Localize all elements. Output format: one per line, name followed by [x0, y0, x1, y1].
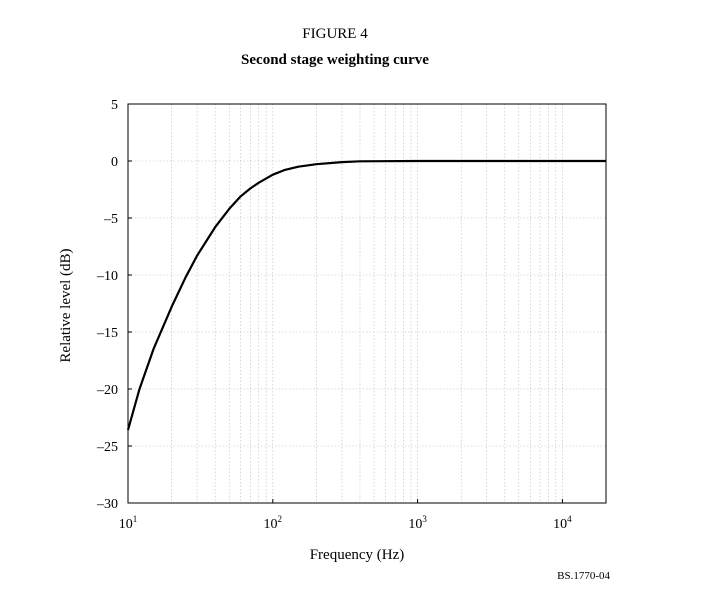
grid	[127, 103, 607, 504]
figure-label: FIGURE 4	[302, 26, 368, 42]
figure-id: BS.1770-04	[557, 570, 610, 582]
x-axis-ticks: 101 102 103 104	[119, 499, 572, 532]
x-tick-label: 104	[553, 514, 572, 532]
y-tick-label: –20	[96, 383, 118, 398]
y-axis-ticks: 5 0 –5 –10 –15 –20 –25 –30	[96, 98, 132, 512]
y-tick-label: –10	[96, 269, 118, 284]
y-tick-label: 0	[111, 155, 118, 170]
y-tick-label: 5	[111, 98, 118, 113]
y-tick-label: –30	[96, 497, 118, 512]
series-layer	[126, 159, 606, 431]
chart-title: Second stage weighting curve	[241, 52, 429, 68]
x-tick-label: 101	[119, 514, 138, 532]
series-line	[126, 159, 606, 431]
y-axis-label: Relative level (dB)	[58, 248, 74, 362]
plot-frame	[127, 103, 607, 504]
y-tick-label: –25	[96, 440, 118, 455]
y-tick-label: –5	[103, 212, 118, 227]
y-tick-label: –15	[96, 326, 118, 341]
x-tick-label: 103	[408, 514, 427, 532]
x-tick-label: 102	[264, 514, 283, 532]
x-axis-label: Frequency (Hz)	[310, 547, 405, 563]
